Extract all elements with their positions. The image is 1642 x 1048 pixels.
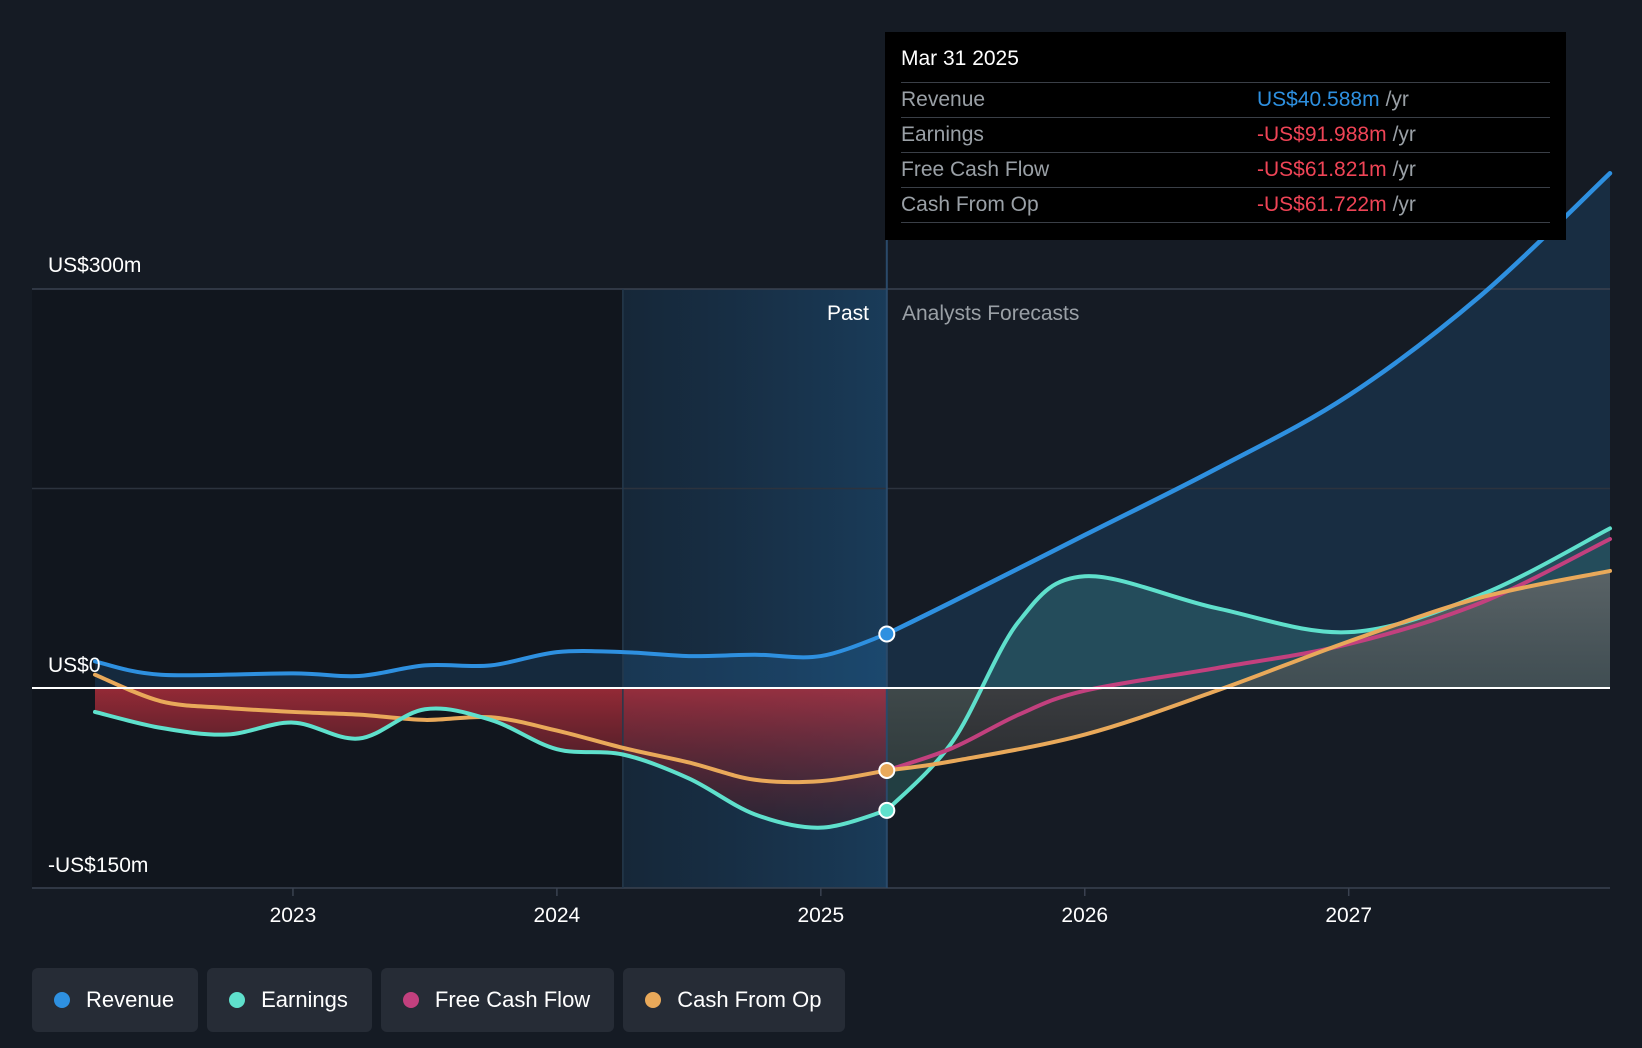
earnings-marker bbox=[878, 801, 896, 819]
tooltip-unit: /yr bbox=[1392, 123, 1416, 146]
x-tick-label: 2023 bbox=[270, 904, 317, 927]
tooltip-label: Free Cash Flow bbox=[901, 158, 1050, 181]
cash-from-op-marker bbox=[878, 761, 896, 779]
legend-label: Earnings bbox=[261, 987, 348, 1012]
forecast-label: Analysts Forecasts bbox=[902, 302, 1079, 325]
y-label-bottom: -US$150m bbox=[48, 854, 148, 877]
tooltip-unit: /yr bbox=[1385, 88, 1409, 111]
tooltip-row-earnings: Earnings -US$91.988m /yr bbox=[901, 117, 1550, 152]
tooltip-unit: /yr bbox=[1392, 158, 1416, 181]
legend-item-revenue[interactable]: Revenue bbox=[32, 968, 199, 1032]
tooltip-value: -US$61.821m bbox=[1257, 158, 1387, 181]
cash-from-op-past-line bbox=[93, 672, 889, 785]
legend-label: Free Cash Flow bbox=[434, 987, 591, 1012]
past-region bbox=[32, 289, 623, 888]
tooltip-row-cash-from-op: Cash From Op -US$61.722m /yr bbox=[901, 187, 1550, 223]
x-tick-label: 2024 bbox=[534, 904, 581, 927]
legend-item-cash-from-op[interactable]: Cash From Op bbox=[623, 968, 846, 1032]
earnings-past-area bbox=[95, 688, 887, 828]
tooltip-value: -US$91.988m bbox=[1257, 123, 1387, 146]
tooltip-label: Earnings bbox=[901, 123, 984, 146]
tooltip-value: US$40.588m bbox=[1257, 88, 1380, 111]
legend-item-earnings[interactable]: Earnings bbox=[207, 968, 372, 1032]
earnings-forecast-area bbox=[886, 528, 1610, 811]
x-tick-label: 2026 bbox=[1061, 904, 1108, 927]
tooltip-row-revenue: Revenue US$40.588m /yr bbox=[901, 82, 1550, 117]
tooltip-value: -US$61.722m bbox=[1257, 193, 1387, 216]
legend-label: Revenue bbox=[86, 987, 175, 1012]
x-tick-label: 2025 bbox=[797, 904, 844, 927]
past-label: Past bbox=[827, 302, 869, 325]
free-cash-flow-forecast-line bbox=[884, 537, 1612, 773]
revenue-marker bbox=[878, 625, 896, 643]
tooltip: Mar 31 2025 Revenue US$40.588m /yr Earni… bbox=[885, 32, 1566, 240]
revenue-forecast-line bbox=[884, 171, 1613, 637]
revenue-area bbox=[95, 173, 1610, 689]
earnings-past-line bbox=[93, 706, 889, 830]
revenue-past-line bbox=[93, 632, 889, 679]
legend-dot-icon bbox=[229, 992, 246, 1008]
legend-item-free-cash-flow[interactable]: Free Cash Flow bbox=[380, 968, 615, 1032]
earnings-forecast-line bbox=[884, 526, 1612, 813]
tooltip-label: Cash From Op bbox=[901, 193, 1039, 216]
x-tick-label: 2027 bbox=[1325, 904, 1372, 927]
tooltip-label: Revenue bbox=[901, 88, 986, 111]
legend-label: Cash From Op bbox=[677, 987, 822, 1012]
legend-dot-icon bbox=[402, 992, 419, 1008]
legend-dot-icon bbox=[645, 992, 662, 1008]
tooltip-date: Mar 31 2025 bbox=[901, 47, 1019, 70]
y-label-top: US$300m bbox=[48, 254, 141, 277]
legend: Revenue Earnings Free Cash Flow Cash Fro… bbox=[32, 968, 854, 1032]
legend-dot-icon bbox=[54, 992, 70, 1008]
tooltip-unit: /yr bbox=[1392, 193, 1416, 216]
tooltip-row-free-cash-flow: Free Cash Flow -US$61.821m /yr bbox=[901, 152, 1550, 187]
y-label-zero: US$0 bbox=[48, 654, 101, 677]
